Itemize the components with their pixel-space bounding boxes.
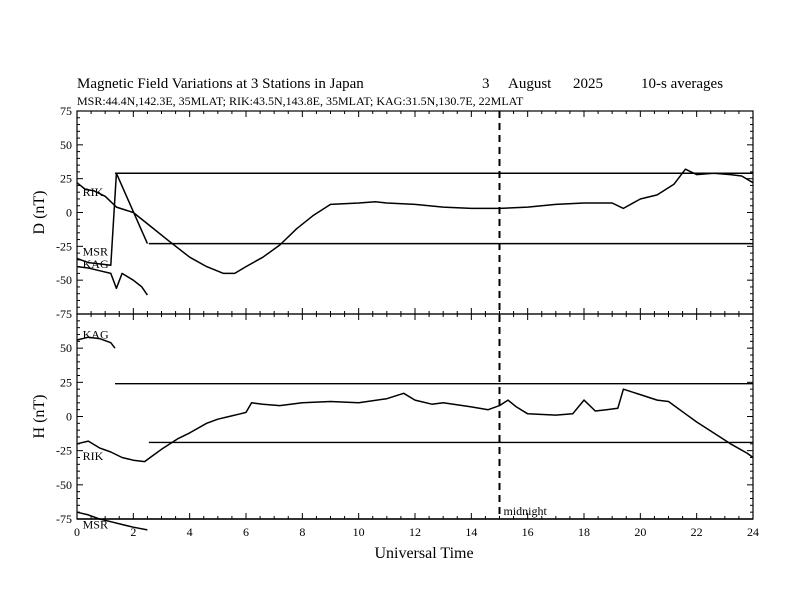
chart-year: 2025 xyxy=(573,76,603,92)
station-label-msr: MSR xyxy=(83,517,108,531)
series-line-msr xyxy=(76,172,149,267)
y-tick-label: 75 xyxy=(60,104,72,118)
x-tick-label: 22 xyxy=(691,525,703,539)
y-tick-label: -25 xyxy=(56,444,72,458)
x-tick-label: 24 xyxy=(747,525,759,539)
x-tick-label: 0 xyxy=(74,525,80,539)
x-axis: 0 2 4 6 8 10 12 14 16 18 20 22 24 xyxy=(74,111,759,539)
station-label-msr: MSR xyxy=(83,245,108,259)
chart-month: August xyxy=(508,76,552,92)
x-tick-label: 18 xyxy=(578,525,590,539)
x-tick-label: 10 xyxy=(353,525,365,539)
x-axis-label: Universal Time xyxy=(374,545,473,562)
x-tick-label: 8 xyxy=(299,525,305,539)
y-tick-label: 50 xyxy=(60,138,72,152)
y-tick-label: -75 xyxy=(56,307,72,321)
midnight-label: midnight xyxy=(504,504,548,518)
y-axis-label: H (nT) xyxy=(31,395,48,439)
y-tick-label: 25 xyxy=(60,375,72,389)
x-tick-label: 20 xyxy=(634,525,646,539)
y-tick-label: 0 xyxy=(66,410,72,424)
y-tick-label: 50 xyxy=(60,341,72,355)
horizontal-panel: 50 25 0 -25 -50 -75 H (nT) KAG RIK MSR xyxy=(31,313,754,531)
chart-header: Magnetic Field Variations at 3 Stations … xyxy=(77,76,723,108)
series-line-kag xyxy=(76,265,149,296)
series-line-kag xyxy=(76,336,116,349)
station-info: MSR:44.4N,142.3E, 35MLAT; RIK:43.5N,143.… xyxy=(77,94,524,108)
x-tick-label: 16 xyxy=(522,525,534,539)
station-label-kag: KAG xyxy=(83,257,109,271)
y-tick-label: -50 xyxy=(56,478,72,492)
y-tick-label: -75 xyxy=(56,512,72,526)
series-line-rik xyxy=(76,388,754,463)
y-axis-label: D (nT) xyxy=(31,191,48,235)
x-tick-label: 14 xyxy=(465,525,477,539)
x-tick-label: 12 xyxy=(409,525,421,539)
chart-day: 3 xyxy=(482,76,490,92)
x-tick-label: 2 xyxy=(130,525,136,539)
chart-averaging: 10-s averages xyxy=(641,76,723,92)
x-tick-label: 4 xyxy=(187,525,193,539)
chart-title: Magnetic Field Variations at 3 Stations … xyxy=(77,76,364,92)
y-tick-label: 25 xyxy=(60,172,72,186)
series-line-rik xyxy=(76,168,754,275)
x-tick-label: 6 xyxy=(243,525,249,539)
panel-frame xyxy=(76,110,754,315)
y-tick-label: -25 xyxy=(56,239,72,253)
midnight-marker: midnight xyxy=(498,111,548,519)
panel-frame xyxy=(76,313,754,520)
series-line-msr xyxy=(76,511,148,531)
y-tick-label: -50 xyxy=(56,273,72,287)
station-label-rik: RIK xyxy=(83,185,104,199)
station-label-kag: KAG xyxy=(83,328,109,342)
station-label-rik: RIK xyxy=(83,449,104,463)
y-tick-label: 0 xyxy=(66,206,72,220)
